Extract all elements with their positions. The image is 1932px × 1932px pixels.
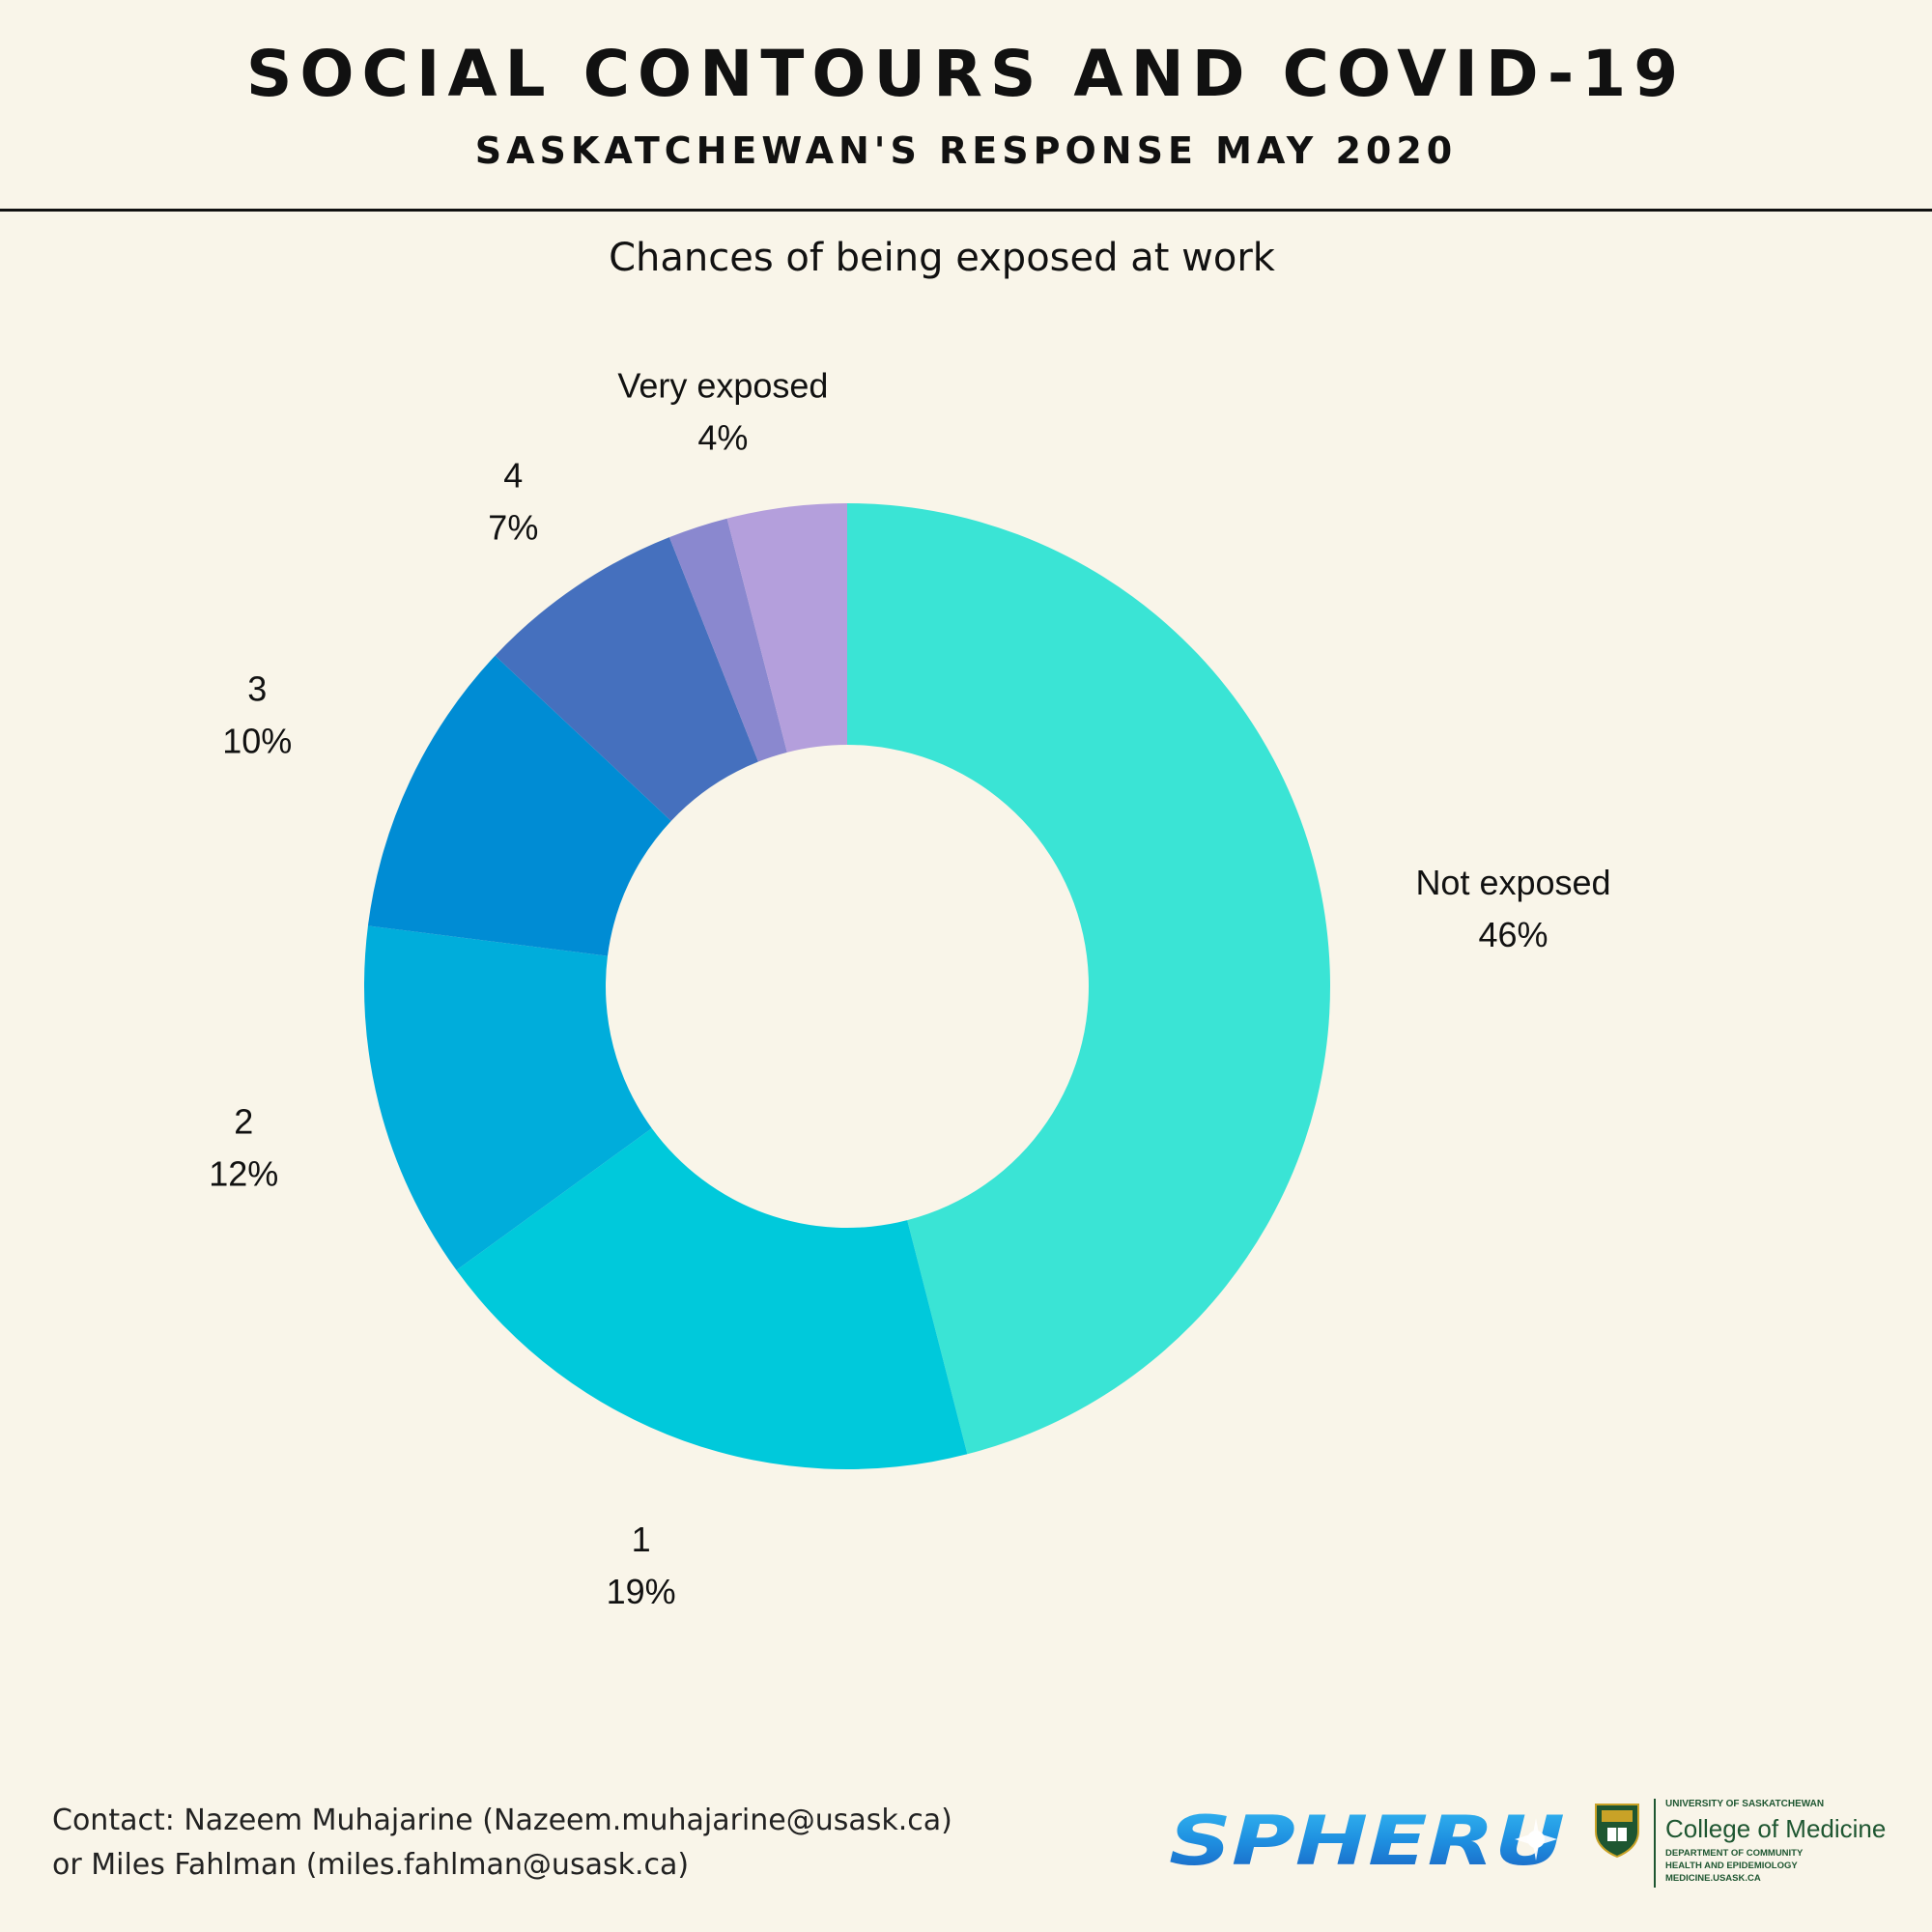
label-category-4: 4 [503, 455, 523, 495]
page-title: SOCIAL CONTOURS AND COVID-19 [245, 37, 1687, 111]
label-value-very-exposed: 4% [697, 418, 748, 458]
slice-very-exposed [726, 503, 847, 753]
slice-not-exposed [847, 503, 1331, 1455]
usask-logo-divider [1654, 1799, 1656, 1888]
contact-line-1: Contact: Nazeem Muhajarine (Nazeem.muhaj… [52, 1804, 952, 1837]
donut-chart: Not exposed 46% 1 19% 2 12% 3 10% 4 7% Very expose… [209, 366, 1610, 1611]
usask-department: DEPARTMENT OF COMMUNITY HEALTH AND EPIDE… [1665, 1848, 1804, 1884]
label-category-2: 2 [234, 1101, 253, 1141]
label-value-1: 19% [607, 1572, 676, 1611]
label-value-2: 12% [209, 1153, 278, 1193]
page-subtitle: SASKATCHEWAN'S RESPONSE MAY 2020 [474, 129, 1458, 172]
spheru-logo: SPHERU [1169, 1810, 1565, 1872]
usask-logo: UNIVERSITY OF SASKATCHEWAN College of Me… [1594, 1799, 1913, 1888]
spheru-logo-text: SPHERU [1169, 1810, 1565, 1872]
label-value-3: 10% [222, 722, 292, 761]
header-divider [0, 209, 1932, 212]
donut-slices [364, 503, 1331, 1469]
label-value-not-exposed: 46% [1478, 915, 1548, 954]
label-category-3: 3 [247, 669, 267, 709]
usask-name: UNIVERSITY OF SASKATCHEWAN [1665, 1799, 1825, 1809]
sun-burst-icon [1515, 1818, 1557, 1861]
slice-2 [364, 925, 652, 1270]
contact-info: Contact: Nazeem Muhajarine (Nazeem.muhaj… [52, 1799, 952, 1888]
label-category-1: 1 [632, 1520, 651, 1559]
label-category-not-exposed: Not exposed [1415, 863, 1610, 902]
contact-line-2: or Miles Fahlman (miles.fahlman@usask.ca… [52, 1848, 690, 1882]
slice-3 [367, 655, 671, 956]
slice-unlabeled [668, 518, 787, 762]
university-crest-icon [1595, 1804, 1639, 1859]
slice-1 [456, 1127, 968, 1469]
donut-labels: Not exposed 46% 1 19% 2 12% 3 10% 4 7% Very expose… [209, 366, 1610, 1611]
usask-college: College of Medicine [1665, 1814, 1887, 1843]
slice-4 [495, 537, 758, 821]
chart-title: Chances of being exposed at work [609, 236, 1275, 280]
label-value-4: 7% [488, 507, 538, 547]
label-category-very-exposed: Very exposed [617, 366, 828, 406]
